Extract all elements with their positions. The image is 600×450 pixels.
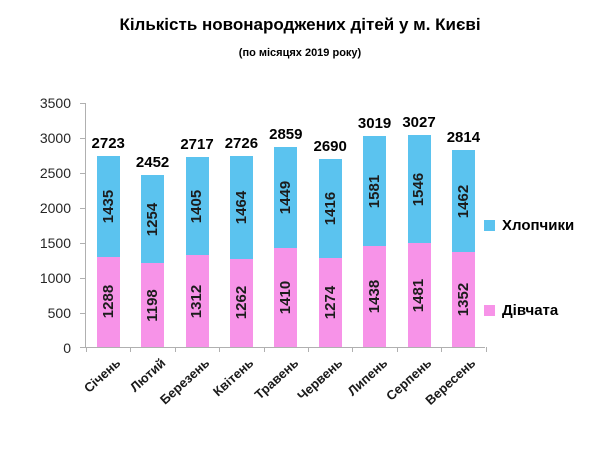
bar-Квітень: 1262 1464 — [229, 103, 253, 347]
boys-value-label: 1546 — [410, 172, 428, 206]
girls-value-label: 1410 — [277, 280, 295, 315]
boys-value-label: 1581 — [366, 174, 384, 208]
legend-item-girls: Дівчата — [484, 302, 558, 319]
girls-segment: 1438 — [363, 246, 387, 347]
y-axis: 0 500 1000 1500 2000 2500 3000 3500 — [11, 0, 71, 450]
y-axis-label: 2500 — [39, 165, 71, 181]
x-axis-tick — [130, 347, 132, 352]
girls-value-label: 1288 — [99, 285, 117, 319]
y-axis-tick — [80, 138, 86, 139]
girls-segment: 1288 — [96, 256, 120, 347]
boys-segment: 1464 — [229, 156, 253, 259]
girls-value-label: 1198 — [144, 288, 162, 322]
x-axis-tick — [485, 347, 487, 352]
total-label: 2717 — [180, 135, 214, 153]
bar-Липень: 1438 1581 — [363, 103, 387, 347]
legend-swatch-girls — [484, 305, 495, 316]
girls-value-label: 1438 — [366, 279, 384, 314]
chart-title: Кількість новонароджених дітей у м. Києв… — [119, 15, 481, 34]
x-axis-tick — [174, 347, 176, 352]
x-axis-tick — [219, 347, 221, 352]
girls-segment: 1198 — [141, 263, 165, 347]
total-label: 3027 — [402, 114, 436, 132]
boys-value-label: 1462 — [454, 184, 472, 218]
y-axis-label: 1000 — [39, 270, 71, 286]
girls-value-label: 1481 — [410, 278, 428, 312]
girls-segment: 1312 — [185, 255, 209, 347]
y-axis-label: 500 — [47, 305, 71, 321]
y-axis-tick — [80, 103, 86, 104]
boys-segment: 1449 — [274, 146, 298, 249]
x-axis-tick — [396, 347, 398, 352]
bar-Серпень: 1481 1546 — [407, 103, 431, 347]
total-label: 2859 — [269, 125, 303, 143]
boys-segment: 1546 — [407, 135, 431, 244]
boys-value-label: 1435 — [99, 189, 117, 224]
boys-value-label: 1464 — [232, 190, 250, 225]
x-axis-tick — [263, 347, 265, 352]
total-label: 2690 — [313, 137, 347, 155]
girls-value-label: 1274 — [321, 285, 339, 320]
x-axis-tick — [352, 347, 354, 352]
y-axis-label: 0 — [63, 340, 71, 356]
y-axis-tick — [80, 347, 86, 348]
bar-Березень: 1312 1405 — [185, 103, 209, 347]
girls-segment: 1481 — [407, 243, 431, 347]
bar-Вересень: 1352 1462 — [451, 103, 475, 347]
x-axis-tick — [308, 347, 309, 352]
girls-value-label: 1262 — [232, 286, 250, 320]
x-axis-tick — [441, 347, 443, 352]
boys-value-label: 1405 — [188, 189, 206, 223]
girls-segment: 1352 — [451, 252, 475, 347]
boys-segment: 1416 — [318, 158, 342, 258]
x-axis-tick — [86, 347, 87, 352]
y-axis-tick — [80, 313, 86, 314]
bar-Червень: 1274 1416 — [318, 103, 342, 347]
girls-value-label: 1312 — [188, 284, 206, 318]
y-axis-tick — [80, 243, 86, 244]
total-label: 3019 — [357, 114, 392, 132]
y-axis-tick — [80, 208, 86, 209]
girls-segment: 1274 — [318, 257, 342, 347]
legend-item-boys: Хлопчики — [484, 217, 574, 234]
boys-value-label: 1254 — [144, 202, 162, 236]
boys-value-label: 1449 — [277, 180, 295, 215]
boys-segment: 1254 — [141, 175, 165, 264]
y-axis-label: 3000 — [39, 130, 71, 146]
boys-segment: 1435 — [96, 156, 120, 257]
chart-subtitle: (по місяцях 2019 року) — [238, 47, 362, 59]
bar-Травень: 1410 1449 — [274, 103, 298, 347]
boys-segment: 1405 — [185, 156, 209, 256]
y-axis-label: 3500 — [39, 95, 71, 111]
bar-Лютий: 1198 1254 — [141, 103, 165, 347]
y-axis-tick — [80, 173, 86, 174]
boys-segment: 1581 — [363, 135, 387, 247]
bar-Січень: 1288 1435 — [96, 103, 120, 347]
girls-value-label: 1352 — [454, 283, 472, 317]
total-label: 2723 — [91, 135, 125, 153]
y-axis-tick — [80, 278, 86, 279]
total-label: 2452 — [135, 154, 170, 172]
y-axis-label: 1500 — [39, 235, 71, 251]
total-label: 2726 — [224, 135, 259, 153]
girls-segment: 1262 — [229, 258, 253, 347]
y-axis-label: 2000 — [39, 200, 71, 216]
legend-swatch-boys — [484, 220, 495, 231]
legend-label-girls: Дівчата — [502, 302, 559, 319]
girls-segment: 1410 — [274, 248, 298, 347]
boys-value-label: 1416 — [321, 191, 339, 225]
plot-area: 1288 1435 2723 Січень 1198 1254 2452 Лютий 1312 1… — [80, 103, 487, 408]
total-label: 2814 — [446, 129, 481, 147]
legend-label-boys: Хлопчики — [502, 217, 575, 234]
boys-segment: 1462 — [451, 150, 475, 253]
